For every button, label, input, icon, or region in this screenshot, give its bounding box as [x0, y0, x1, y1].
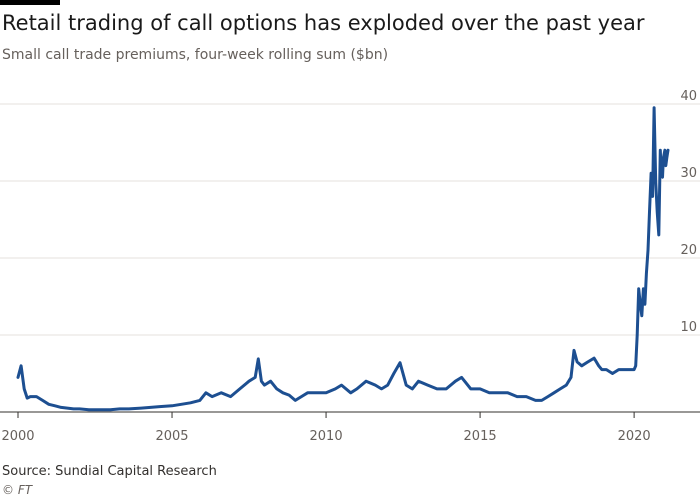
y-axis-labels: 10 20 30 40 — [680, 89, 697, 335]
x-tick-label-2015: 2015 — [464, 429, 497, 444]
series-layer — [16, 106, 670, 412]
x-tick-label-2010: 2010 — [310, 429, 343, 444]
series-line-0 — [16, 106, 670, 412]
x-axis-labels: 2000 2005 2010 2015 2020 — [1, 429, 650, 444]
y-tick-label-30: 30 — [680, 166, 697, 181]
x-tick-label-2020: 2020 — [618, 429, 651, 444]
y-tick-label-40: 40 — [680, 89, 697, 104]
brand-top-bar — [0, 0, 60, 5]
x-axis — [0, 411, 700, 418]
chart-title: Retail trading of call options has explo… — [2, 11, 645, 35]
grid-lines — [0, 103, 700, 336]
x-tick-label-2005: 2005 — [155, 429, 188, 444]
copyright-note: © FT — [2, 483, 33, 497]
y-tick-label-20: 20 — [680, 243, 697, 258]
chart-subtitle: Small call trade premiums, four-week rol… — [2, 47, 389, 63]
source-note: Source: Sundial Capital Research — [2, 464, 217, 479]
y-tick-label-10: 10 — [680, 320, 697, 335]
x-tick-label-2000: 2000 — [1, 429, 34, 444]
